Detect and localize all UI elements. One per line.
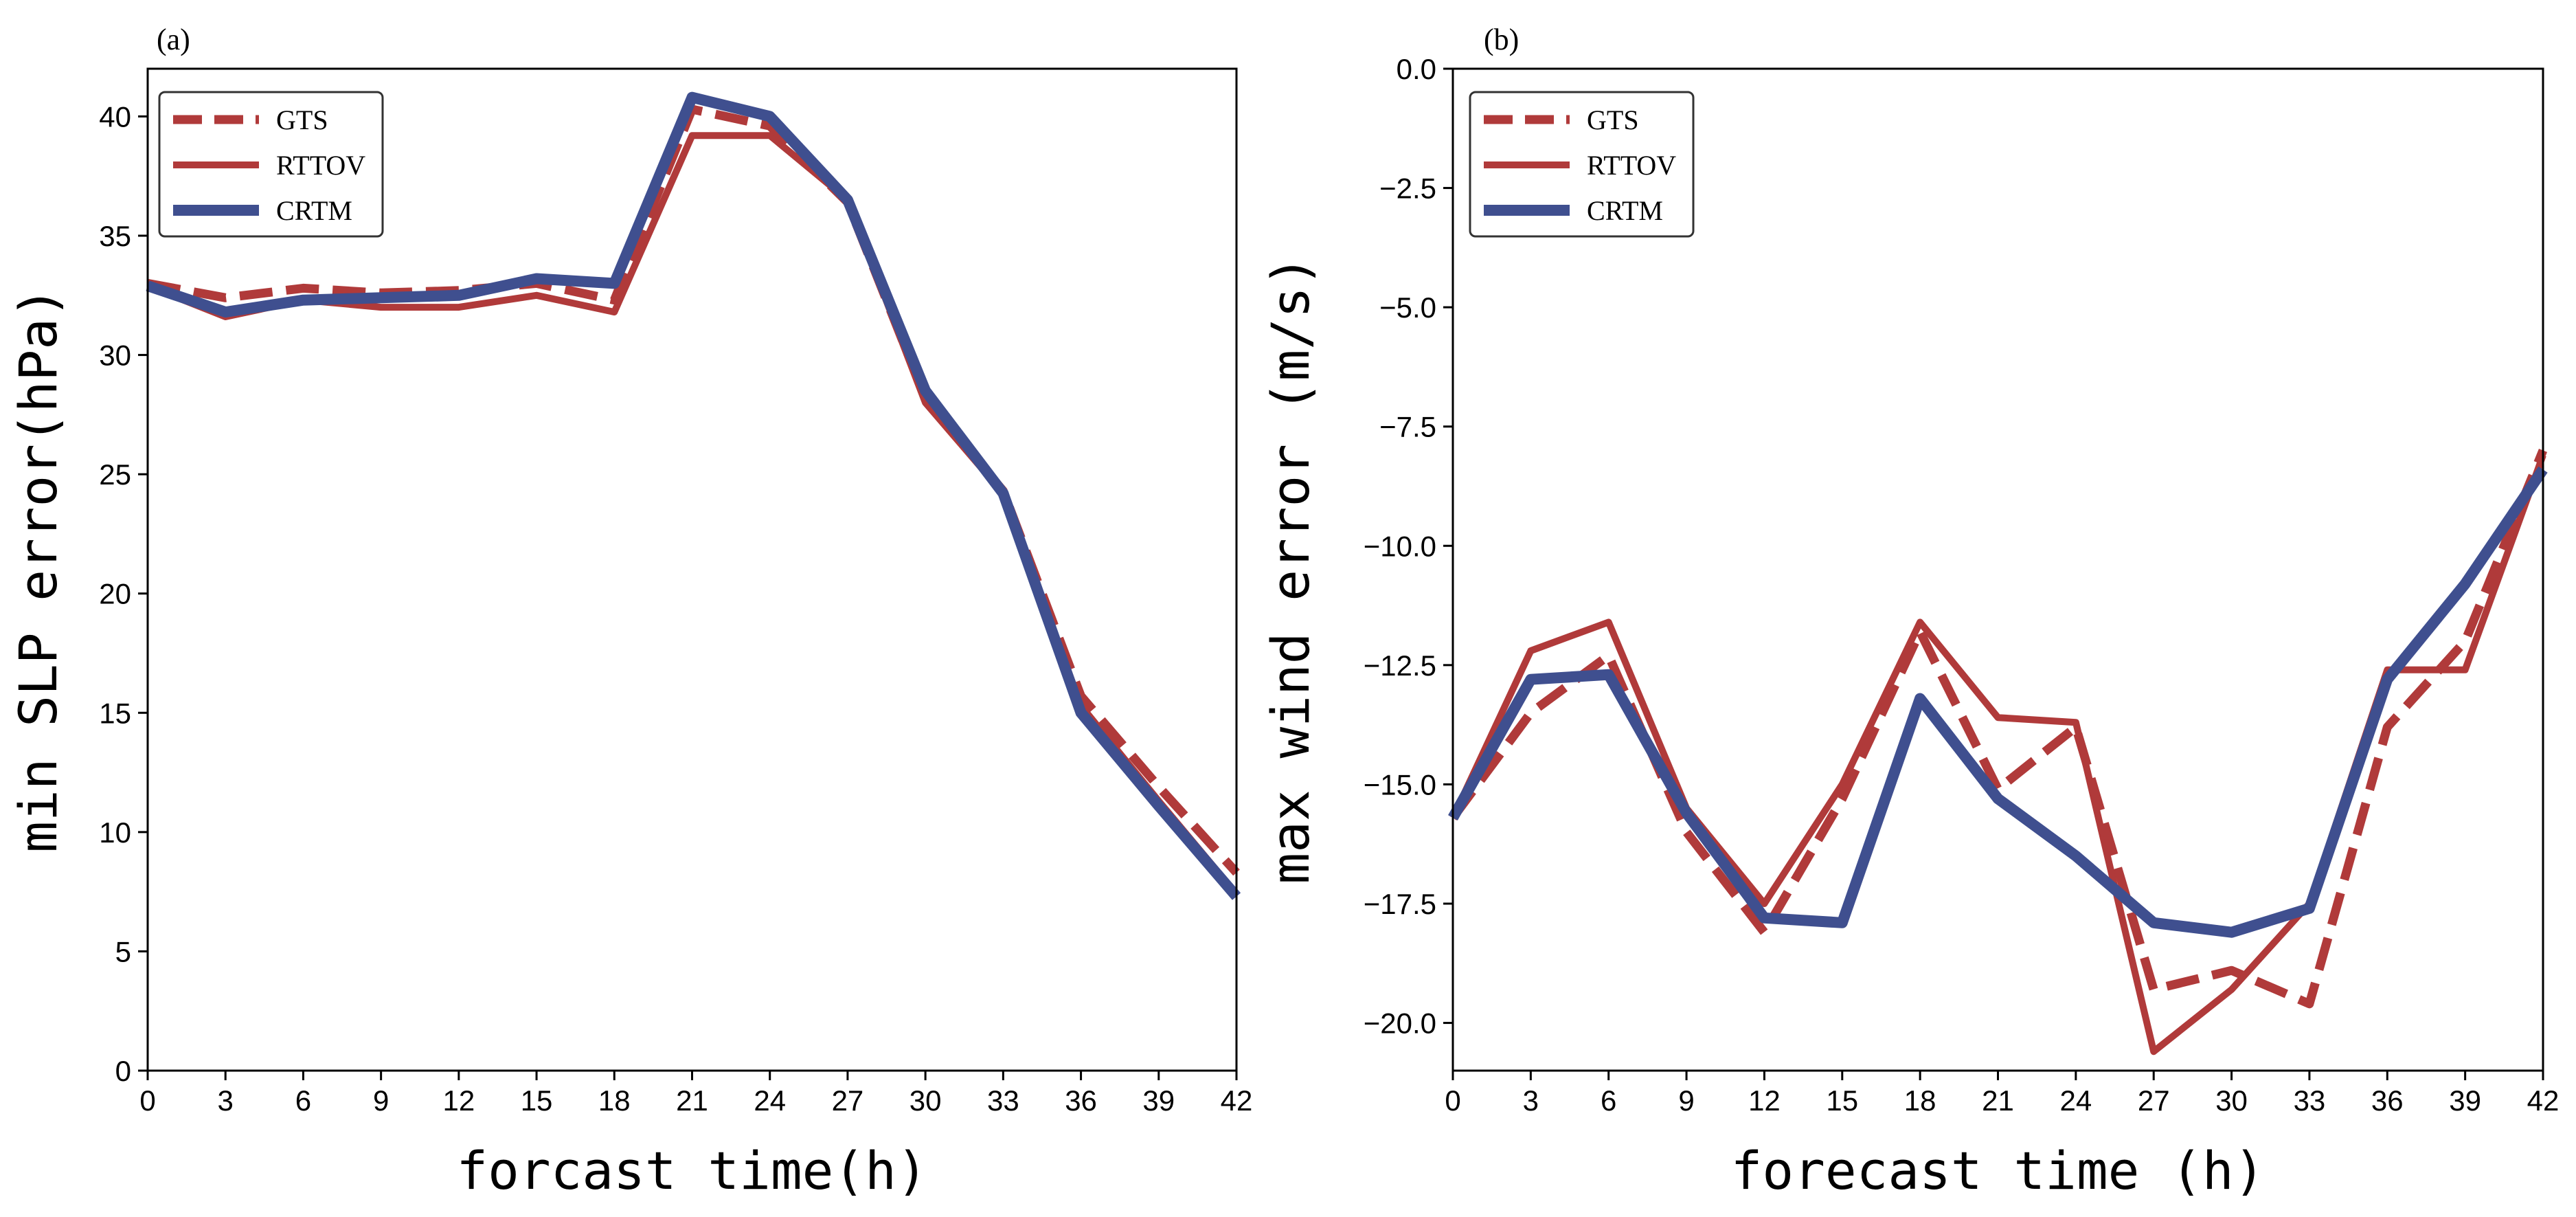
x-tick-label: 24 xyxy=(2059,1084,2092,1117)
y-tick-label: 20 xyxy=(99,578,131,610)
y-tick-label: −7.5 xyxy=(1379,411,1436,443)
legend-label-gts: GTS xyxy=(1587,104,1639,135)
x-tick-label: 27 xyxy=(2138,1084,2170,1117)
x-axis-label: forecast time (h) xyxy=(1731,1140,2266,1201)
x-tick-label: 21 xyxy=(676,1084,708,1117)
chart-panel-a: (a)0 3 6 9 12 15 18 21 24 27 30 33 36 39 4205101520253… xyxy=(8,23,1252,1201)
x-tick-label: 36 xyxy=(2371,1084,2404,1117)
y-tick-label: 25 xyxy=(99,458,131,491)
x-tick-label: 42 xyxy=(2527,1084,2560,1117)
x-tick-label: 33 xyxy=(987,1084,1019,1117)
x-tick-label: 3 xyxy=(1523,1084,1539,1117)
x-tick-label: 12 xyxy=(442,1084,475,1117)
x-tick-label: 9 xyxy=(373,1084,389,1117)
series-line-rttov xyxy=(146,132,1239,897)
x-tick-label: 39 xyxy=(1142,1084,1175,1117)
x-tick-label: 9 xyxy=(1678,1084,1694,1117)
y-tick-label: −5.0 xyxy=(1379,291,1436,324)
y-tick-label: −15.0 xyxy=(1364,768,1436,801)
panel-label: (b) xyxy=(1484,23,1519,56)
x-tick-label: 6 xyxy=(1601,1084,1616,1117)
legend-box xyxy=(1469,91,1695,238)
y-tick-label: 15 xyxy=(99,697,131,729)
x-tick-label: 24 xyxy=(754,1084,786,1117)
legend-label-gts: GTS xyxy=(276,104,328,135)
x-tick-label: 6 xyxy=(295,1084,311,1117)
y-tick-label: −17.5 xyxy=(1364,888,1436,920)
legend-box xyxy=(158,91,384,238)
series-line-crtm xyxy=(1448,466,2548,938)
y-axis-label: max wind error (m/s) xyxy=(1260,255,1321,884)
y-tick-label: 35 xyxy=(99,220,131,252)
x-tick-label: 3 xyxy=(218,1084,234,1117)
x-tick-label: 36 xyxy=(1065,1084,1097,1117)
series-line-crtm xyxy=(146,91,1241,900)
series-group xyxy=(1448,448,2548,1056)
y-tick-label: −12.5 xyxy=(1364,649,1436,682)
x-axis-label: forcast time(h) xyxy=(456,1140,927,1201)
y-tick-label: 0.0 xyxy=(1397,53,1436,85)
x-tick-label: 18 xyxy=(598,1084,631,1117)
y-tick-label: 30 xyxy=(99,339,131,372)
x-tick-label: 21 xyxy=(1982,1084,2014,1117)
legend: GTS RTTOV CRTM xyxy=(1469,91,1695,238)
x-tick-label: 42 xyxy=(1221,1084,1253,1117)
x-tick-label: 33 xyxy=(2294,1084,2326,1117)
x-tick-label: 18 xyxy=(1904,1084,1936,1117)
series-line-gts xyxy=(1449,448,2548,1009)
y-tick-label: 5 xyxy=(115,935,131,968)
y-tick-label: 10 xyxy=(99,816,131,849)
x-tick-label: 39 xyxy=(2449,1084,2481,1117)
legend-label-crtm: CRTM xyxy=(1587,195,1663,226)
x-tick-label: 12 xyxy=(1748,1084,1781,1117)
series-line-rttov xyxy=(1449,454,2546,1056)
legend: GTS RTTOV CRTM xyxy=(158,91,384,238)
x-tick-label: 0 xyxy=(1445,1084,1460,1117)
legend-label-rttov: RTTOV xyxy=(276,150,365,181)
panel-label: (a) xyxy=(157,23,190,56)
y-tick-label: −2.5 xyxy=(1379,172,1436,205)
chart-panel-b: (b)0 3 6 9 12 15 18 21 24 27 30 33 36 39 420.0−2.5−5.0… xyxy=(1260,23,2559,1201)
legend-label-crtm: CRTM xyxy=(276,195,352,226)
x-tick-label: 15 xyxy=(1826,1084,1858,1117)
y-tick-label: 0 xyxy=(115,1055,131,1087)
y-tick-label: 40 xyxy=(99,100,131,133)
x-tick-label: 30 xyxy=(909,1084,942,1117)
x-tick-label: 30 xyxy=(2215,1084,2248,1117)
y-tick-label: −10.0 xyxy=(1364,530,1436,562)
x-tick-label: 27 xyxy=(832,1084,864,1117)
x-tick-label: 0 xyxy=(139,1084,155,1117)
y-tick-label: −20.0 xyxy=(1364,1007,1436,1040)
series-group xyxy=(146,91,1241,900)
x-tick-label: 15 xyxy=(521,1084,553,1117)
y-axis-label: min SLP error(hPa) xyxy=(8,287,69,853)
legend-label-rttov: RTTOV xyxy=(1587,150,1676,181)
